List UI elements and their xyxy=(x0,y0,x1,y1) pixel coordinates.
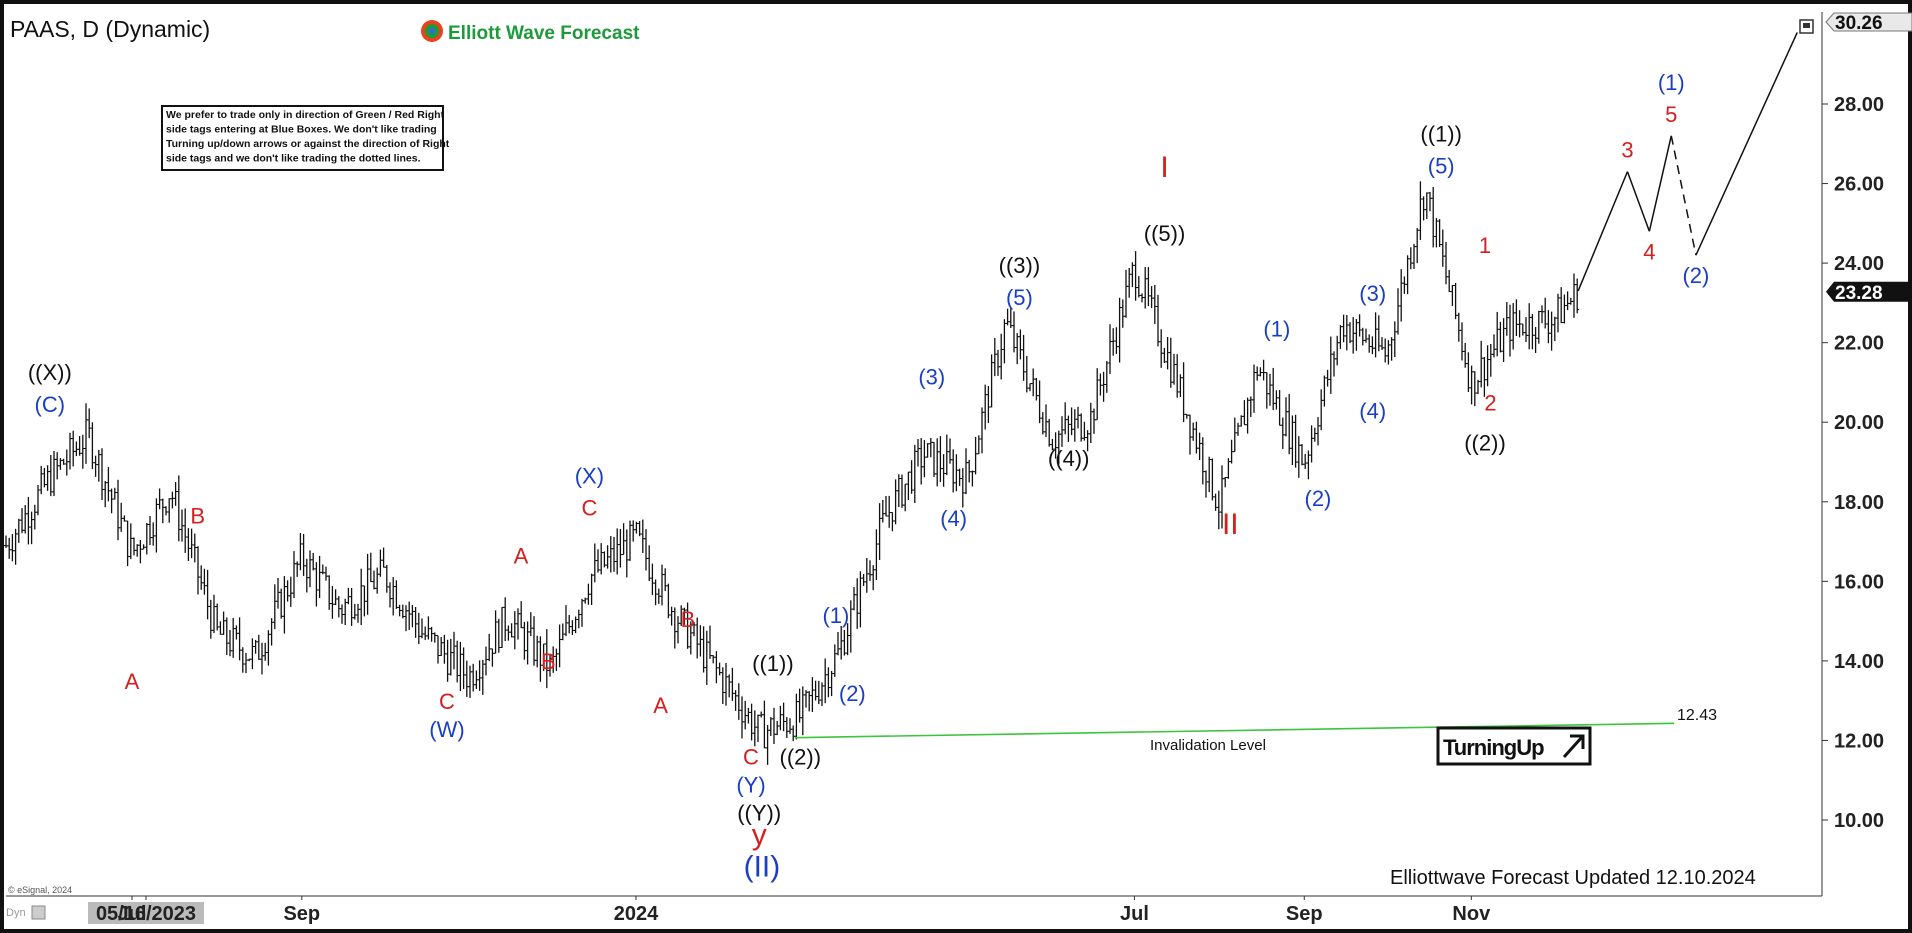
wave-label: A xyxy=(514,543,529,568)
wave-label: (Y) xyxy=(736,772,765,797)
invalidation-segment xyxy=(794,722,1675,739)
wave-label: (2) xyxy=(839,681,866,706)
x-tick-label: 2024 xyxy=(614,903,659,925)
disclaimer-box xyxy=(161,105,444,171)
wave-label: 2 xyxy=(1484,390,1496,415)
wave-label: ((1)) xyxy=(752,651,794,676)
projection-segment xyxy=(1648,135,1673,232)
wave-label: (3) xyxy=(1359,281,1386,306)
y-tick-label: 28.00 xyxy=(1834,94,1884,116)
projection-segment xyxy=(1626,171,1651,232)
y-tick-label: 10.00 xyxy=(1834,810,1884,832)
wave-label: (4) xyxy=(940,506,967,531)
y-tick-label: 12.00 xyxy=(1834,730,1884,752)
wave-label: (4) xyxy=(1359,398,1386,423)
wave-label: ((X)) xyxy=(28,360,72,385)
wave-label: ((Y)) xyxy=(737,800,781,825)
wave-label: (C) xyxy=(35,392,66,417)
projection-segment xyxy=(1695,32,1798,256)
wave-label: (2) xyxy=(1305,486,1332,511)
y-tick-label: 20.00 xyxy=(1834,412,1884,434)
wave-label: (2) xyxy=(1682,263,1709,288)
symbol-title: PAAS, D (Dynamic) xyxy=(10,16,210,42)
top-price-label: 30.26 xyxy=(1835,13,1883,34)
wave-label: y xyxy=(752,818,767,851)
wave-label: ((1)) xyxy=(1420,122,1462,147)
invalidation-label: Invalidation Level xyxy=(1150,737,1266,754)
wave-label: B xyxy=(541,649,556,674)
dyn-label: Dyn xyxy=(6,907,26,919)
updated-note: Elliottwave Forecast Updated 12.10.2024 xyxy=(1390,867,1756,889)
turning-up-tag: TurningUp xyxy=(1436,726,1592,766)
disclaimer-line: side tags entering at Blue Boxes. We don… xyxy=(166,124,437,136)
wave-label: II xyxy=(1222,508,1239,541)
wave-label: C xyxy=(439,689,455,714)
dyn-toggle[interactable]: Dyn xyxy=(6,905,46,920)
y-tick-label: 22.00 xyxy=(1834,333,1884,355)
wave-label: (X) xyxy=(575,464,604,489)
turning-up-label: TurningUp xyxy=(1443,735,1544,760)
wave-labels: ((X)) (C) A B C (W) A B C (X) A B C (Y) ((Y))y(II) ((1)… xyxy=(28,70,1710,884)
wave-label: B xyxy=(190,504,205,529)
disclaimer-line: We prefer to trade only in direction of … xyxy=(166,109,445,121)
y-tick-label: 26.00 xyxy=(1834,174,1884,196)
x-tick-label: 05/16/2023 xyxy=(96,903,196,925)
disclaimer-line: Turning up/down arrows or against the di… xyxy=(166,138,450,150)
wave-label: C xyxy=(743,744,759,769)
projection-segment xyxy=(1670,135,1697,256)
wave-label: C xyxy=(581,496,597,521)
wave-label: (3) xyxy=(918,364,945,389)
y-tick-label: 14.00 xyxy=(1834,651,1884,673)
wave-label: (5) xyxy=(1006,285,1033,310)
wave-label: ((5)) xyxy=(1144,221,1186,246)
wave-label: ((2)) xyxy=(780,744,822,769)
wave-label: I xyxy=(1160,151,1168,184)
wave-label: 4 xyxy=(1643,239,1655,264)
last-price-tag: 23.28 xyxy=(1826,281,1912,304)
invalidation-value: 12.43 xyxy=(1677,707,1717,724)
projection-segment xyxy=(1577,171,1629,292)
copyright: © eSignal, 2024 xyxy=(8,885,72,895)
ohlc-bars xyxy=(4,181,1580,765)
wave-label: ((4)) xyxy=(1048,446,1090,471)
last-price-label: 23.28 xyxy=(1835,283,1883,304)
brand-name: Elliott Wave Forecast xyxy=(448,23,640,44)
y-tick-label: 18.00 xyxy=(1834,492,1884,514)
x-tick-label: Nov xyxy=(1452,903,1491,925)
brand-logo: Elliott Wave Forecast xyxy=(421,20,640,44)
projection-path xyxy=(1577,32,1798,292)
wave-label: ((3)) xyxy=(999,253,1041,278)
wave-label: (II) xyxy=(744,850,781,883)
y-tick-label: 16.00 xyxy=(1834,571,1884,593)
wave-label: B xyxy=(681,607,696,632)
wave-label: 1 xyxy=(1479,233,1491,258)
wave-label: 5 xyxy=(1665,102,1677,127)
disclaimer-line: side tags and we don't like trading the … xyxy=(166,153,421,165)
wave-label: A xyxy=(653,693,668,718)
x-tick-label: Jul xyxy=(118,903,147,925)
y-tick-label: 24.00 xyxy=(1834,253,1884,275)
wave-label: (1) xyxy=(1263,317,1290,342)
x-tick-label: Sep xyxy=(1286,903,1323,925)
wave-label: (W) xyxy=(429,717,464,742)
price-axis: 10.00 12.00 14.00 16.00 18.00 20.00 22.00 24.00… xyxy=(6,12,1884,897)
wave-label: ((2)) xyxy=(1464,430,1506,455)
wave-label: (1) xyxy=(1658,70,1685,95)
wave-label: 3 xyxy=(1621,138,1633,163)
cursor-date-box xyxy=(88,902,204,924)
wave-label: (1) xyxy=(822,603,849,628)
x-tick-label: Jul xyxy=(1120,903,1149,925)
wave-label: (5) xyxy=(1428,154,1455,179)
top-price-tag: 30.26 xyxy=(1825,12,1912,34)
invalidation-line: Invalidation Level 12.43 xyxy=(794,707,1717,754)
window-restore-icon[interactable] xyxy=(1799,19,1814,34)
x-tick-label: Sep xyxy=(283,903,320,925)
disclaimer-text: We prefer to trade only in direction of … xyxy=(166,109,450,165)
arrow-up-right-icon xyxy=(1562,734,1585,759)
wave-label: A xyxy=(125,669,140,694)
